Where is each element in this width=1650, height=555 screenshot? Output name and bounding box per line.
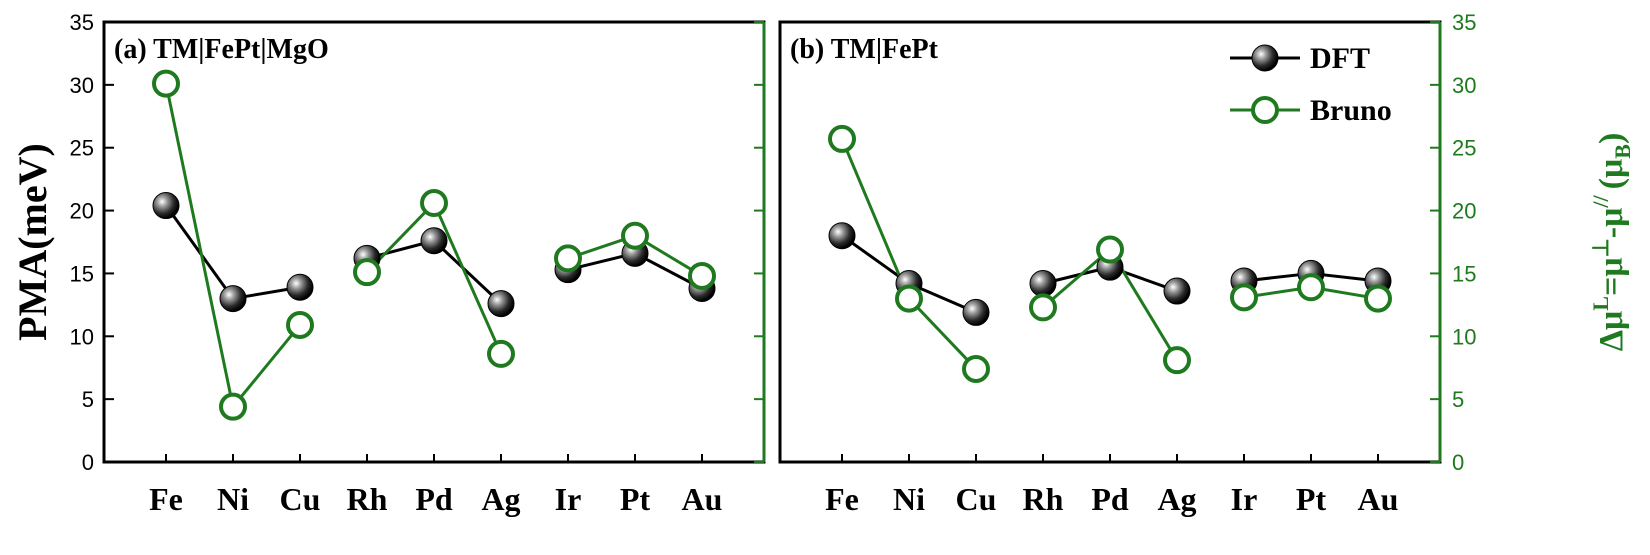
bruno-point (895, 284, 923, 313)
bruno-line-segment (164, 83, 235, 407)
right-tick-label: 5 (1452, 387, 1464, 412)
bruno-point (828, 124, 856, 153)
dft-point (286, 273, 314, 301)
bruno-point (1297, 273, 1325, 302)
dft-point (828, 222, 856, 250)
bruno-point (1230, 283, 1258, 312)
x-tick-label: Ni (893, 481, 925, 517)
left-axis-label: PMA(meV) (10, 143, 55, 341)
x-tick-label: Pt (620, 481, 651, 517)
series-layer (152, 69, 1392, 421)
bruno-point (487, 339, 515, 368)
left-tick-label: 30 (70, 73, 94, 98)
bruno-point (420, 189, 448, 218)
bruno-point (286, 310, 314, 339)
legend-bruno-marker (1251, 96, 1279, 124)
bruno-point (1364, 284, 1392, 313)
panel-b-label: (b) TM|FePt (790, 34, 939, 65)
bruno-point (152, 69, 180, 98)
right-tick-label: 15 (1452, 261, 1476, 286)
left-tick-label: 0 (82, 450, 94, 475)
x-tick-label: Fe (149, 481, 183, 517)
x-tick-label: Rh (1023, 481, 1064, 517)
dft-point (487, 290, 515, 318)
left-tick-label: 35 (70, 10, 94, 35)
category-labels: Fe Ni Cu Rh Pd Ag Ir Pt Au Fe Ni Cu Rh Pd Ag Ir Pt Au (149, 454, 1398, 517)
left-tick-label: 10 (70, 324, 94, 349)
bruno-line-segment (907, 297, 978, 371)
legend-dft-marker (1251, 44, 1279, 72)
right-axis-label-delta: Δμ (1593, 311, 1630, 352)
panel-a-label: (a) TM|FePt|MgO (114, 34, 329, 65)
x-tick-label: Rh (347, 481, 388, 517)
x-tick-label: Ag (481, 481, 520, 517)
left-tick-label: 25 (70, 136, 94, 161)
right-axis-label-perp: ⊥ (1588, 238, 1613, 257)
x-tick-label: Ag (1157, 481, 1196, 517)
dft-point (1163, 277, 1191, 305)
right-tick-label: 20 (1452, 199, 1476, 224)
right-axis-label-sup: L (1588, 296, 1613, 311)
x-tick-label: Pd (1091, 481, 1129, 517)
bruno-point (353, 258, 381, 287)
right-axis-label-unit: (μ (1593, 159, 1630, 190)
right-axis-ticks: 0 5 10 15 20 25 30 35 (754, 10, 1476, 475)
bruno-point (1096, 235, 1124, 264)
bruno-line-segment (432, 202, 503, 355)
bruno-point (962, 354, 990, 383)
bruno-point (621, 221, 649, 250)
right-axis-label-par: // (1588, 194, 1613, 208)
right-tick-label: 35 (1452, 10, 1476, 35)
left-tick-label: 15 (70, 261, 94, 286)
dft-point (420, 227, 448, 255)
bruno-line-segment (231, 324, 302, 408)
right-tick-label: 0 (1452, 450, 1464, 475)
x-tick-label: Cu (956, 481, 997, 517)
bruno-line-segment (1042, 248, 1111, 309)
bruno-line-segment (840, 138, 911, 300)
bruno-point (1163, 346, 1191, 375)
right-axis-label-minus: -μ (1593, 208, 1630, 239)
legend-bruno-label: Bruno (1310, 94, 1392, 127)
x-tick-label: Ir (1231, 481, 1258, 517)
dft-point (962, 298, 990, 326)
x-tick-label: Fe (825, 481, 859, 517)
x-tick-label: Ir (555, 481, 582, 517)
right-tick-label: 25 (1452, 136, 1476, 161)
x-tick-label: Ni (217, 481, 249, 517)
dft-line-segment (432, 239, 503, 305)
x-tick-label: Cu (280, 481, 321, 517)
right-tick-label: 10 (1452, 324, 1476, 349)
dft-point (152, 192, 180, 220)
left-tick-label: 20 (70, 199, 94, 224)
bruno-point (688, 261, 716, 290)
x-tick-label: Au (682, 481, 723, 517)
legend: DFT Bruno (1230, 42, 1392, 127)
dft-point (1029, 269, 1057, 297)
legend-dft-label: DFT (1310, 42, 1370, 75)
dft-point (219, 285, 247, 313)
left-axis-ticks: 0 5 10 15 20 25 30 35 (70, 10, 114, 475)
right-tick-label: 30 (1452, 73, 1476, 98)
right-axis-label-close: ) (1593, 133, 1630, 144)
bruno-point (219, 392, 247, 421)
right-axis-label: ΔμL=μ⊥-μ// (μB) (1588, 133, 1635, 352)
x-tick-label: Pd (415, 481, 453, 517)
bruno-point (1029, 293, 1057, 322)
bruno-point (554, 244, 582, 273)
right-axis-label-unit-sub: B (1610, 144, 1635, 159)
x-tick-label: Au (1358, 481, 1399, 517)
left-tick-label: 5 (82, 387, 94, 412)
x-tick-label: Pt (1296, 481, 1327, 517)
right-axis-label-eq: =μ (1593, 257, 1630, 296)
